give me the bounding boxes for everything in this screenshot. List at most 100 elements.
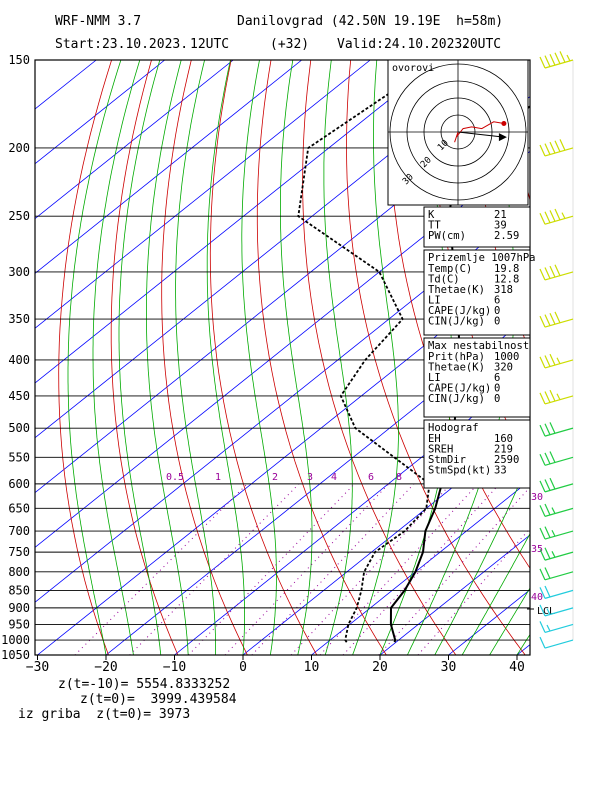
temperature-tick-label: 40 [509,660,525,675]
info-panel-box [423,337,531,418]
storm-motion-vector [457,131,504,138]
info-value: 160 [494,433,513,445]
start-hour: 12UTC [190,37,230,52]
wind-barb-flag [549,477,556,490]
info-label: Thetae(K) [428,284,485,296]
info-value: 19.8 [494,263,519,275]
wind-barb-flag [544,423,551,435]
info-label: Prit(hPa) [428,351,485,363]
footer-z-grib: iz griba z(t=0)= 3973 [18,707,191,722]
dry-adiabat [302,60,457,655]
dry-adiabat [161,60,248,655]
info-value: 21 [494,209,507,221]
wind-barb-flag [559,51,566,63]
wind-barb-half-flag [556,357,561,364]
info-label: LI [428,295,441,307]
wind-barb-flag [539,604,546,617]
wind-barb [539,311,574,328]
wind-barb-flag [539,505,546,517]
mixing-ratio-line [342,483,500,655]
wind-barb-flag [544,567,551,579]
wind-barb-flag [549,141,556,154]
pressure-tick-label: 800 [8,565,30,579]
wind-barb-half-flag [561,212,566,219]
wind-barb [539,526,574,540]
hodograph [388,60,528,205]
wind-barb-flag [549,422,556,434]
pressure-tick-label: 1050 [1,648,30,662]
hodograph-ring [406,80,510,184]
moist-adiabat [92,60,141,655]
isotherm-line [174,370,530,655]
info-label: Temp(C) [428,263,472,275]
wind-barb-half-flag [546,624,551,632]
info-label: CAPE(J/kg) [428,305,491,317]
pressure-tick-label: 700 [8,524,30,538]
pressure-tick-label: 450 [8,389,30,403]
wind-barb-flag [544,547,551,559]
info-value: 39 [494,220,507,232]
info-value: 2.59 [494,230,519,242]
isotherm-line [35,60,439,384]
info-label: LI [428,372,441,384]
pressure-tick-label: 300 [8,265,30,279]
pressure-tick-label: 250 [8,209,30,223]
info-value: 219 [494,444,513,456]
wind-barb [539,264,574,281]
isotherm-line [311,479,530,655]
temperature-tick-label: −10 [163,660,186,675]
wind-barb-flag [554,264,561,276]
temperature-tick-label: 30 [441,660,457,675]
pressure-tick-label: 950 [8,617,30,631]
wind-barb-flag [539,587,546,599]
forecast-lead: (+32) [270,37,310,52]
wind-barb-flag [544,314,551,326]
info-value: 0 [494,305,500,317]
wind-barb-flag [544,267,551,279]
pressure-tick-label: 650 [8,501,30,515]
wind-barb [539,547,574,561]
info-panel [423,206,531,248]
info-label: CIN(J/kg) [428,393,485,405]
dry-adiabat [256,60,387,655]
wind-barb-half-flag [551,507,556,514]
wind-barb-flag [544,211,551,224]
info-label: CAPE(J/kg) [428,383,491,395]
info-value: 2590 [494,454,519,466]
wind-barb-flag [559,139,566,151]
wind-barb-flag [554,208,561,221]
wind-barb-flag [544,479,551,491]
isotherm-line [35,60,165,165]
isotherm-line [35,60,371,329]
moist-adiabat [67,60,122,655]
wind-barb-half-flag [551,529,556,537]
wind-barb-half-flag [546,608,551,615]
info-value: 0 [494,393,500,405]
wind-barb-flag [539,212,546,225]
dry-adiabat [110,60,179,655]
wind-barb-flag [544,355,551,367]
mixing-ratio-label: 3 [307,472,313,483]
isotherm-line [379,534,530,655]
wind-barb-flag [544,55,551,67]
hodograph-ring [440,114,476,150]
dry-adiabat [209,60,318,655]
wind-barb-half-flag [556,393,561,400]
valid-date: Valid:24.10.2023. [337,37,471,52]
info-value: 6 [494,295,500,307]
height-label: 35 [531,544,543,555]
wind-barb-flag [539,621,546,633]
wind-barb [539,139,574,157]
mixing-ratio-line [378,486,530,655]
wind-barb-flag [544,452,551,465]
info-value: 33 [494,465,507,477]
pressure-tick-label: 900 [8,601,30,615]
wind-barb-flag [539,454,546,466]
pressure-tick-label: 150 [8,53,30,67]
mixing-ratio-label: 0.5 [166,472,184,483]
wind-barb-flag [539,424,546,437]
wind-barb-flag [544,503,551,516]
isotherm-line [35,205,530,603]
wind-barb [539,451,574,466]
lcl-label: LCL [537,606,555,617]
